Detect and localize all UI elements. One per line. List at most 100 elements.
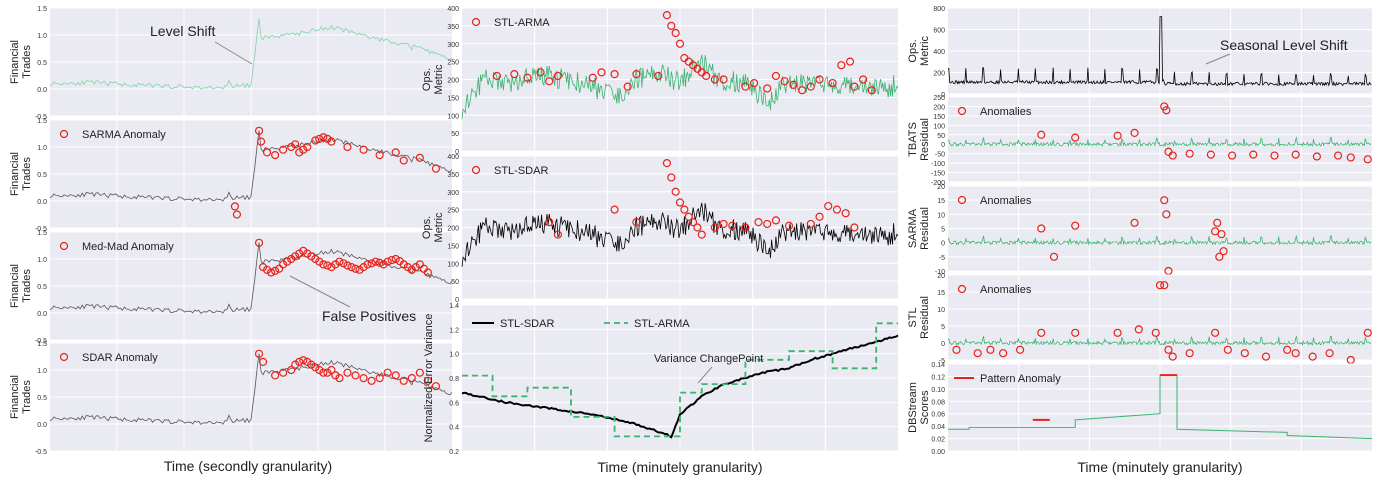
y-axis-label: DBStreamScores [907,382,931,433]
anomaly-point [588,73,597,82]
anomaly-point [1151,328,1160,337]
anomaly-point [391,371,400,380]
anomaly-point [415,153,424,162]
y-axis-label: FinancialTrades [9,152,33,196]
anomaly-point [1164,345,1173,354]
y-tick-label: 150 [933,114,945,121]
panel-var: 1.4 1.2 1.0 0.8 0.6 0.4 0.2 Normalized Error Va… [423,303,899,456]
y-tick-label: 200 [447,78,459,85]
anomaly-point [267,268,276,277]
anomaly-point [1270,151,1279,160]
y-tick-label: 300 [447,42,459,49]
legend-label: Anomalies [980,195,1032,207]
anomaly-point [1312,152,1321,161]
legend-label: STL-ARMA [494,17,550,29]
anomaly-point [319,260,328,269]
anomaly-point [271,151,280,160]
annotation: Level Shift [150,23,215,39]
y-tick-label: 0.00 [931,449,945,456]
panel-tbats: 250 200 150 100 50 0 -50 -100 -150 -200 TBATSResid… [907,95,1372,187]
anomaly-point [1071,328,1080,337]
anomaly-point [784,221,794,230]
anomaly-point [431,382,441,391]
anomaly-point [1249,150,1258,159]
legend-marker [59,129,69,139]
anomaly-point [256,137,266,146]
annotation: False Positives [322,308,416,324]
anomaly-point [675,198,685,207]
anomaly-point [688,218,698,227]
panel-ft1: 1.5 1.0 0.5 0.0 -0.5 FinancialTrades Level Shi… [9,6,453,121]
anomaly-point [299,356,308,365]
anomaly-point [1363,155,1372,164]
anomaly-point [1363,328,1372,337]
y-axis-label: FinancialTrades [9,264,33,308]
anomaly-point [710,223,719,232]
y-tick-label: 1.5 [37,118,47,125]
y-tick-label: 200 [933,104,945,111]
anomaly-point [399,156,408,165]
anomaly-point [230,202,240,211]
annotation-arrow [289,275,351,308]
legend-marker [59,352,69,362]
panel-ops2: 400 350 300 250 200 150 100 50 0 Ops.Metric STL-SD… [421,154,899,304]
y-tick-label: -0.5 [35,226,47,233]
anomaly-point [375,151,384,160]
anomaly-point [351,371,360,380]
anomaly-point [763,219,772,229]
anomaly-point [1130,218,1139,227]
anomaly-point [1037,328,1046,337]
panel-ft2: 1.5 1.0 0.5 0.0 -0.5 FinancialTrades SARMA Ano… [9,118,453,233]
anomaly-point [343,142,352,152]
anomaly-point [536,68,545,77]
anomaly-point [1071,221,1080,230]
anomaly-point [254,126,264,135]
y-tick-label: 5 [941,227,945,234]
anomaly-point [837,61,846,70]
panel-ft3: 1.5 1.0 0.5 0.0 -0.5 FinancialTrades Med-Mad A… [9,230,453,345]
anomaly-point [232,210,242,219]
anomaly-point [1168,352,1177,361]
anomaly-point [797,86,807,95]
legend-label: Anomalies [980,106,1032,118]
legend-label: SARMA Anomaly [82,129,166,141]
anomaly-point [423,376,432,385]
anomaly-point [311,136,320,145]
y-tick-label: 0.0 [37,311,47,318]
anomaly-point [728,221,737,230]
y-tick-label: 0.5 [37,172,47,179]
anomaly-point [597,68,606,77]
anomaly-point [850,82,859,91]
anomaly-point [1308,352,1317,361]
y-tick-label: -10 [935,269,945,276]
y-axis-label: Ops.Metric [907,36,931,66]
y-tick-label: 0.0 [37,199,47,206]
y-tick-label: 0.06 [931,412,945,419]
series-line [947,136,1372,148]
anomaly-point [359,145,368,154]
x-axis-label-mid: Time (minutely granularity) [597,459,762,475]
anomaly-point [415,260,424,269]
anomaly-point [1185,149,1194,158]
anomaly-point [431,164,441,173]
y-tick-label: 200 [447,226,459,233]
legend-marker [59,241,69,251]
anomaly-point [771,71,781,81]
legend-label: SDAR Anomaly [82,352,158,364]
anomaly-point [1333,151,1343,160]
anomaly-point [750,78,759,88]
anomaly-point [841,209,850,218]
anomaly-point [824,201,833,211]
y-tick-label: 5 [941,324,945,331]
anomaly-point [662,159,672,168]
y-tick-label: 0.04 [931,424,945,431]
anomaly-point [710,75,719,84]
anomaly-point [275,264,284,273]
anomaly-point [545,77,554,86]
legend-label: Pattern Anomaly [980,373,1061,385]
anomaly-point [1291,150,1300,159]
series-line [461,202,899,267]
x-axis-label-left: Time (secondly granularity) [164,458,332,474]
anomaly-point [1291,349,1300,358]
